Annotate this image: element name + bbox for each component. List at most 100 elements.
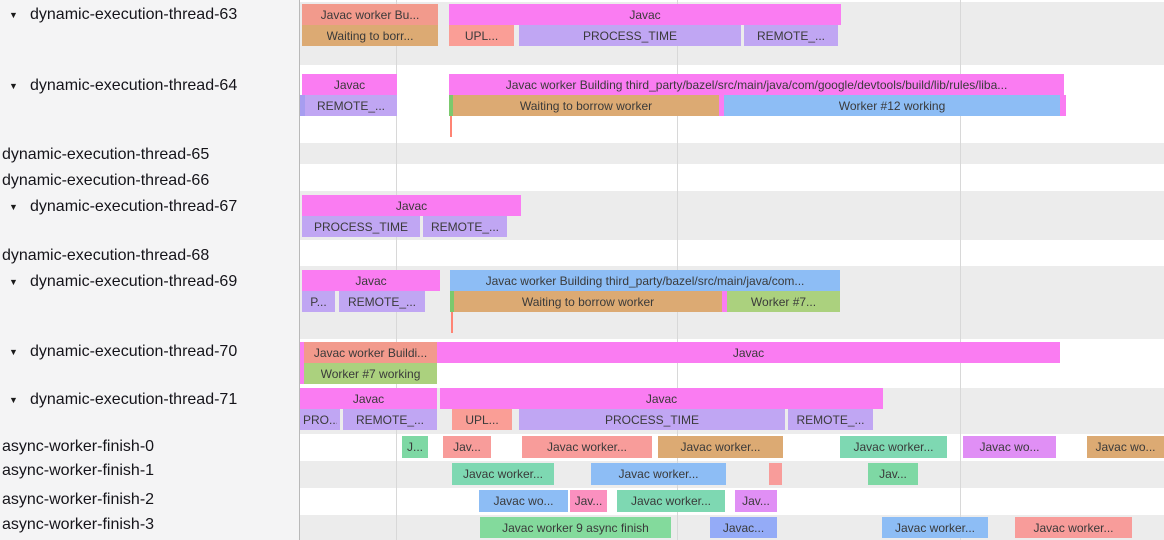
collapse-triangle-icon[interactable]: ▼: [9, 395, 18, 405]
slice-label: REMOTE_...: [796, 412, 865, 427]
trace-slice[interactable]: Worker #7...: [727, 291, 840, 312]
trace-slice[interactable]: REMOTE_...: [423, 216, 507, 237]
thread-band-async-worker-finish-2: [300, 488, 1164, 515]
trace-slice[interactable]: Jav...: [443, 436, 491, 458]
trace-slice[interactable]: REMOTE_...: [744, 25, 838, 46]
sidebar-row-async-worker-finish-0[interactable]: async-worker-finish-0: [0, 436, 299, 458]
slice-label: Worker #7 working: [320, 366, 421, 381]
trace-slice[interactable]: Javac...: [710, 517, 777, 538]
trace-slice[interactable]: Javac worker...: [658, 436, 783, 458]
trace-slice[interactable]: Javac wo...: [479, 490, 568, 512]
trace-slice[interactable]: UPL...: [449, 25, 514, 46]
thread-band-dynamic-execution-thread-66: [300, 164, 1164, 191]
bar-sliver[interactable]: [722, 291, 728, 312]
trace-slice[interactable]: Javac worker...: [617, 490, 725, 512]
sidebar-row-dynamic-execution-thread-71[interactable]: ▼ dynamic-execution-thread-71: [0, 389, 299, 411]
trace-slice[interactable]: Javac: [302, 270, 440, 291]
bar-sliver[interactable]: [449, 95, 455, 116]
trace-slice[interactable]: J...: [402, 436, 428, 458]
trace-slice[interactable]: Worker #7 working: [304, 363, 437, 384]
bar-sliver[interactable]: [300, 342, 306, 363]
trace-slice[interactable]: Javac worker...: [591, 463, 726, 485]
collapse-triangle-icon[interactable]: ▼: [9, 10, 18, 20]
instant-event-tick[interactable]: [451, 312, 453, 333]
trace-slice[interactable]: Jav...: [735, 490, 777, 512]
sidebar-row-dynamic-execution-thread-64[interactable]: ▼ dynamic-execution-thread-64: [0, 75, 299, 97]
slice-label: UPL...: [465, 412, 499, 427]
slice-label: Javac: [629, 7, 661, 22]
sidebar-row-dynamic-execution-thread-67[interactable]: ▼ dynamic-execution-thread-67: [0, 196, 299, 218]
trace-slice[interactable]: Javac worker...: [882, 517, 988, 538]
slice-label: Javac: [333, 77, 366, 92]
slice-label: Javac worker...: [618, 467, 699, 481]
trace-slice[interactable]: Javac worker 9 async finish: [480, 517, 671, 538]
trace-slice[interactable]: Javac worker Building third_party/bazel/…: [449, 74, 1064, 95]
thread-label: async-worker-finish-2: [2, 491, 155, 508]
trace-slice[interactable]: Javac wo...: [963, 436, 1056, 458]
trace-slice[interactable]: REMOTE_...: [343, 409, 437, 430]
thread-label: dynamic-execution-thread-68: [2, 247, 210, 264]
trace-slice[interactable]: REMOTE_...: [788, 409, 873, 430]
trace-slice[interactable]: PROCESS_TIME: [302, 216, 420, 237]
bar-sliver[interactable]: [719, 95, 725, 116]
trace-slice[interactable]: PROCESS_TIME: [519, 409, 785, 430]
thread-label: dynamic-execution-thread-69: [30, 273, 238, 290]
slice-label: PRO...: [303, 412, 337, 427]
trace-slice[interactable]: Jav...: [868, 463, 918, 485]
bar-sliver[interactable]: [300, 363, 306, 384]
trace-slice[interactable]: Javac wo...: [1087, 436, 1164, 458]
trace-slice[interactable]: Javac: [449, 4, 841, 25]
trace-slice[interactable]: Javac worker...: [840, 436, 947, 458]
collapse-triangle-icon[interactable]: ▼: [9, 81, 18, 91]
sidebar-row-async-worker-finish-3[interactable]: async-worker-finish-3: [0, 514, 299, 536]
trace-slice[interactable]: PROCESS_TIME: [519, 25, 741, 46]
slice-label: Worker #7...: [750, 294, 817, 309]
trace-slice[interactable]: REMOTE_...: [305, 95, 397, 116]
trace-slice[interactable]: PRO...: [300, 409, 340, 430]
slice-label: Javac wo...: [1095, 440, 1156, 454]
collapse-triangle-icon[interactable]: ▼: [9, 277, 18, 287]
trace-slice[interactable]: UPL...: [452, 409, 512, 430]
trace-slice[interactable]: Javac worker...: [1015, 517, 1132, 538]
sidebar-row-dynamic-execution-thread-70[interactable]: ▼ dynamic-execution-thread-70: [0, 341, 299, 363]
trace-slice[interactable]: Javac worker Bu...: [302, 4, 438, 25]
trace-slice[interactable]: REMOTE_...: [339, 291, 425, 312]
trace-slice[interactable]: Javac worker Buildi...: [304, 342, 437, 363]
trace-slice[interactable]: Waiting to borrow worker: [454, 291, 722, 312]
sidebar-row-dynamic-execution-thread-68[interactable]: dynamic-execution-thread-68: [0, 245, 299, 267]
collapse-triangle-icon[interactable]: ▼: [9, 202, 18, 212]
sidebar-row-dynamic-execution-thread-65[interactable]: dynamic-execution-thread-65: [0, 144, 299, 166]
trace-slice[interactable]: Javac: [437, 342, 1060, 363]
trace-slice[interactable]: Waiting to borrow worker: [453, 95, 719, 116]
sidebar-row-async-worker-finish-2[interactable]: async-worker-finish-2: [0, 489, 299, 511]
bar-sliver[interactable]: [769, 463, 782, 485]
bar-sliver[interactable]: [1060, 95, 1066, 116]
thread-label: dynamic-execution-thread-65: [2, 146, 210, 163]
trace-slice[interactable]: Javac worker Building third_party/bazel/…: [450, 270, 840, 291]
trace-slice[interactable]: P...: [302, 291, 335, 312]
instant-event-tick[interactable]: [450, 116, 452, 137]
trace-slice[interactable]: Jav...: [570, 490, 607, 512]
bar-sliver[interactable]: [450, 291, 456, 312]
slice-label: Jav...: [574, 494, 603, 508]
trace-slice[interactable]: Javac: [302, 195, 521, 216]
slice-label: Javac worker 9 async finish: [502, 520, 649, 535]
collapse-triangle-icon[interactable]: ▼: [9, 347, 18, 357]
thread-label: dynamic-execution-thread-71: [30, 391, 238, 408]
slice-label: REMOTE_...: [430, 219, 499, 234]
sidebar-row-async-worker-finish-1[interactable]: async-worker-finish-1: [0, 460, 299, 482]
bar-sliver[interactable]: [300, 95, 306, 116]
trace-slice[interactable]: Javac: [300, 388, 437, 409]
sidebar-row-dynamic-execution-thread-66[interactable]: dynamic-execution-thread-66: [0, 170, 299, 192]
trace-slice[interactable]: Worker #12 working: [724, 95, 1060, 116]
thread-label: dynamic-execution-thread-67: [30, 198, 238, 215]
trace-slice[interactable]: Javac worker...: [522, 436, 652, 458]
slice-label: Javac worker Bu...: [320, 7, 420, 22]
trace-slice[interactable]: Javac: [302, 74, 397, 95]
slice-label: REMOTE_...: [756, 28, 825, 43]
trace-slice[interactable]: Javac: [440, 388, 883, 409]
trace-slice[interactable]: Waiting to borr...: [302, 25, 438, 46]
sidebar-row-dynamic-execution-thread-69[interactable]: ▼ dynamic-execution-thread-69: [0, 271, 299, 293]
trace-slice[interactable]: Javac worker...: [452, 463, 554, 485]
sidebar-row-dynamic-execution-thread-63[interactable]: ▼ dynamic-execution-thread-63: [0, 4, 299, 26]
